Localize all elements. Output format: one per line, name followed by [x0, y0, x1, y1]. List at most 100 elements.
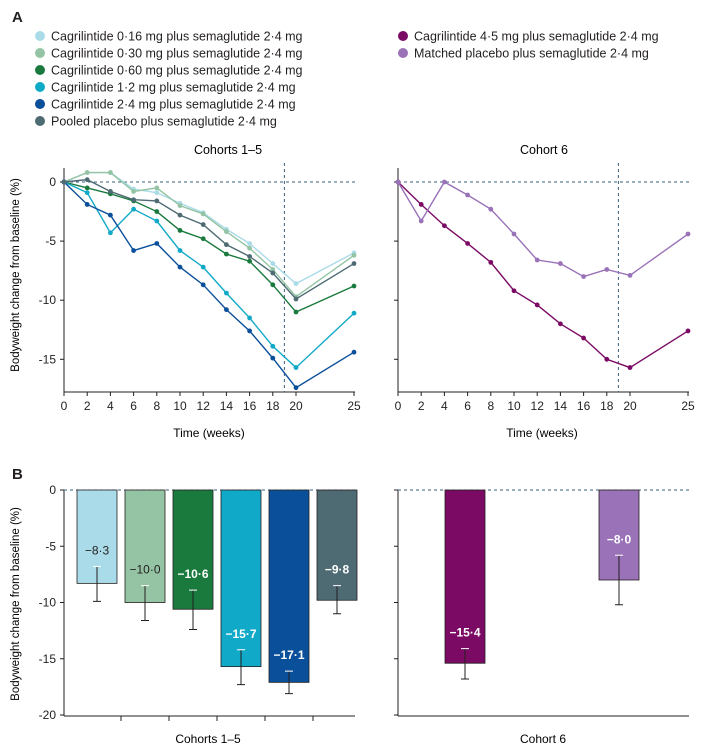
y-tick-label-cohorts-1-5: -5: [45, 234, 56, 248]
legend-label-c24: Cagrilintide 2·4 mg plus semaglutide 2·4…: [51, 98, 296, 112]
data-point-pooled: [270, 270, 276, 276]
x-tick-label-cohorts-1-5: 18: [266, 399, 280, 413]
x-tick-label-cohorts-1-5: 8: [153, 399, 160, 413]
data-point-c030: [108, 170, 113, 175]
x-tick-label-cohort-6: 4: [441, 399, 448, 413]
data-point-matched: [418, 218, 424, 224]
data-point-c24: [270, 355, 276, 361]
bar-chart-cohort-6: −15·4 −8·0: [394, 489, 689, 717]
data-point-c12: [270, 343, 276, 349]
bar-c060: [172, 489, 214, 610]
x-tick-label-cohort-6: 6: [464, 399, 471, 413]
data-point-c030: [270, 267, 276, 272]
x-tick-label-cohorts-1-5: 25: [347, 399, 361, 413]
legend-marker-c24: [35, 99, 45, 109]
data-point-c45: [581, 335, 586, 341]
legend-label-c12: Cagrilintide 1·2 mg plus semaglutide 2·4…: [51, 81, 296, 95]
data-point-c45: [465, 241, 470, 246]
series-line-c12: [63, 181, 355, 369]
chart-title-cohort-6: Cohort 6: [520, 143, 568, 157]
legend-marker-c45: [398, 31, 408, 41]
data-point-c060: [84, 185, 90, 191]
data-point-c060: [177, 228, 183, 233]
y-tick-label-cohorts-1-5: 0: [49, 175, 56, 189]
data-point-c12: [154, 218, 160, 224]
data-point-c016: [154, 190, 160, 196]
y-tick-label-b-cohorts-1-5: -15: [39, 652, 57, 666]
x-tick-label-cohort-6: 10: [507, 399, 521, 413]
data-point-c24: [224, 307, 229, 313]
legend-marker-c016: [35, 31, 45, 41]
legend: Cagrilintide 0·16 mg plus semaglutide 2·…: [35, 30, 659, 129]
data-point-c060: [200, 236, 206, 242]
data-point-pooled: [108, 189, 113, 194]
data-point-c45: [685, 328, 691, 334]
bar-value-label-c24: −17·1: [273, 648, 304, 662]
data-point-matched: [488, 206, 494, 212]
data-point-pooled: [351, 261, 357, 266]
legend-label-pooled: Pooled placebo plus semaglutide 2·4 mg: [51, 115, 277, 129]
legend-label-c030: Cagrilintide 0·30 mg plus semaglutide 2·…: [51, 47, 303, 61]
data-point-c030: [177, 203, 183, 209]
series-line-matched: [397, 181, 689, 278]
chart-title-cohorts-1-5: Cohorts 1–5: [194, 143, 262, 157]
x-tick-label-cohorts-1-5: 2: [84, 399, 91, 413]
data-point-matched: [685, 231, 691, 237]
line-chart-cohorts-1-5: 0 2 4 6 8 10 12 14 16 18 20 25 0 -5 -10 -15: [39, 163, 361, 413]
data-point-c45: [418, 202, 424, 207]
x-tick-label-cohort-6: 0: [395, 399, 402, 413]
data-point-c12: [131, 206, 137, 212]
bar-c12: [220, 489, 262, 668]
legend-label-c060: Cagrilintide 0·60 mg plus semaglutide 2·…: [51, 64, 303, 78]
data-point-c24: [154, 241, 160, 246]
data-point-c12: [351, 310, 357, 316]
legend-marker-c060: [35, 65, 45, 75]
x-tick-label-cohorts-1-5: 0: [61, 399, 68, 413]
data-point-c24: [200, 282, 206, 288]
data-point-c12: [224, 290, 229, 296]
x-tick-label-cohorts-1-5: 4: [107, 399, 114, 413]
bar-chart-cohorts-1-5: 0 -5 -10 -15 -20 −8·3 −10·0 −10·6 −15·7 −17·1 −9·8: [39, 483, 358, 722]
data-point-pooled: [61, 179, 67, 185]
data-point-c12: [247, 315, 253, 321]
bar-value-label-c060: −10·6: [177, 567, 208, 581]
data-point-c12: [200, 264, 206, 270]
data-point-c45: [511, 288, 517, 294]
legend-marker-c12: [35, 82, 45, 92]
data-point-c060: [224, 251, 229, 257]
data-point-pooled: [177, 212, 183, 218]
bar-value-label-c030: −10·0: [129, 563, 160, 577]
data-point-c12: [177, 248, 183, 253]
x-tick-label-cohort-6: 2: [418, 399, 425, 413]
data-point-c12: [84, 190, 90, 196]
data-point-c016: [247, 241, 253, 246]
data-point-c45: [442, 223, 447, 229]
series-line-c45: [397, 181, 689, 369]
data-point-c24: [131, 248, 137, 253]
data-point-c12: [293, 365, 299, 370]
data-point-c24: [247, 328, 253, 334]
data-point-matched: [442, 179, 447, 185]
y-axis-label-b: Bodyweight change from baseline (%): [10, 507, 22, 701]
data-point-matched: [534, 257, 540, 263]
x-tick-label-cohorts-1-5: 12: [197, 399, 211, 413]
data-point-pooled: [154, 198, 160, 204]
series-line-c24: [63, 181, 355, 389]
bar-value-label-c12: −15·7: [225, 627, 256, 641]
data-point-c060: [270, 282, 276, 288]
panel-a-label: A: [12, 9, 23, 26]
legend-marker-c030: [35, 48, 45, 58]
bar-c030: [124, 489, 166, 603]
data-point-c060: [154, 209, 160, 214]
x-tick-label-cohort-6: 20: [623, 399, 637, 413]
legend-label-c016: Cagrilintide 0·16 mg plus semaglutide 2·…: [51, 30, 303, 44]
data-point-c45: [604, 356, 610, 362]
x-axis-label-b-left: Cohorts 1–5: [175, 732, 241, 746]
y-tick-label-cohorts-1-5: -15: [39, 352, 57, 366]
data-point-c24: [351, 349, 357, 355]
data-point-c24: [84, 202, 90, 207]
x-tick-label-cohort-6: 14: [554, 399, 568, 413]
x-tick-label-cohort-6: 25: [681, 399, 695, 413]
x-axis-label-b-right: Cohort 6: [520, 732, 566, 746]
